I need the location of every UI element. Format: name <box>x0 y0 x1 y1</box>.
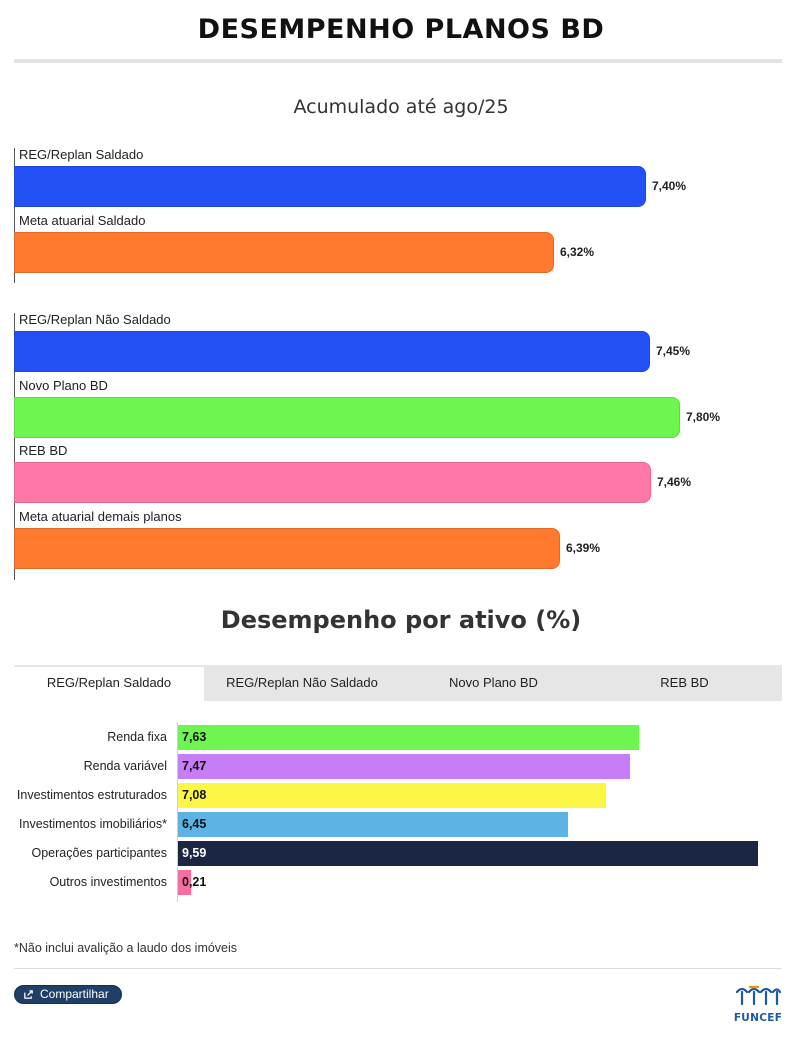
footnote: *Não inclui avalição a laudo dos imóveis <box>14 941 238 955</box>
asset-label-outros-investimentos: Outros investimentos <box>49 875 167 889</box>
share-icon <box>24 990 33 999</box>
accumulated-value-reg-replan-nao-saldado: 7,45% <box>656 344 691 358</box>
accumulated-bar-reg-replan-saldado <box>14 166 646 207</box>
funcef-logo-text: FUNCEF <box>733 1012 783 1024</box>
asset-bar-renda-variavel <box>178 754 630 779</box>
accumulated-value-reb-bd: 7,46% <box>657 475 692 490</box>
accumulated-label-reg-replan-nao-saldado: REG/Replan Não Saldado <box>19 312 171 327</box>
accumulated-bar-meta-atuarial-saldado <box>14 231 554 273</box>
plan-tabs: REG/Replan Saldado REG/Replan Não Saldad… <box>14 665 782 701</box>
tab-novo-plano-bd[interactable]: Novo Plano BD <box>449 675 538 690</box>
tab-reg-replan-nao-saldado[interactable]: REG/Replan Não Saldado <box>226 675 378 690</box>
accumulated-label-reg-replan-saldado: REG/Replan Saldado <box>19 147 144 162</box>
asset-value-operacoes-participantes: 9,59 <box>182 846 207 860</box>
tab-reg-replan-saldado[interactable]: REG/Replan Saldado <box>14 665 204 701</box>
asset-bar-outros-investimentos <box>178 870 191 895</box>
asset-value-renda-variavel: 7,47 <box>182 759 207 773</box>
funcef-logo-icon <box>735 985 782 1006</box>
tab-reb-bd[interactable]: REB BD <box>660 675 709 690</box>
asset-label-investimentos-imobiliarios: Investimentos imobiliários* <box>19 817 167 831</box>
share-button[interactable]: Compartilhar <box>14 985 122 1004</box>
asset-bar-investimentos-estruturados <box>178 783 606 808</box>
accumulated-subtitle: Acumulado até ago/25 <box>293 96 509 118</box>
accumulated-axis-line <box>14 148 15 283</box>
accumulated-value-meta-atuarial-demais-planos: 6,39% <box>566 541 601 556</box>
accumulated-bar-meta-atuarial-demais-planos <box>14 528 560 570</box>
accumulated-bar-reg-replan-nao-saldado <box>14 331 650 372</box>
page-title: DESEMPENHO PLANOS BD <box>197 14 605 45</box>
accumulated-label-reb-bd: REB BD <box>19 443 68 459</box>
accumulated-value-meta-atuarial-saldado: 6,32% <box>560 244 595 259</box>
accumulated-label-novo-plano-bd: Novo Plano BD <box>19 377 108 393</box>
funcef-logo: FUNCEF <box>733 984 783 1024</box>
accumulated-label-meta-atuarial-demais-planos: Meta atuarial demais planos <box>19 509 182 525</box>
asset-label-renda-variavel: Renda variável <box>83 759 167 773</box>
title-divider <box>14 59 782 63</box>
asset-value-investimentos-imobiliarios: 6,45 <box>182 817 207 831</box>
accumulated-bar-novo-plano-bd <box>14 396 680 438</box>
asset-label-operacoes-participantes: Operações participantes <box>31 846 168 860</box>
asset-label-investimentos-estruturados: Investimentos estruturados <box>16 788 167 802</box>
accumulated-label-meta-atuarial-saldado: Meta atuarial Saldado <box>19 212 146 228</box>
asset-bar-investimentos-imobiliarios <box>178 812 568 837</box>
accumulated-value-novo-plano-bd: 7,80% <box>686 409 721 424</box>
asset-value-investimentos-estruturados: 7,08 <box>182 788 207 802</box>
asset-value-outros-investimentos: 0,21 <box>182 875 207 889</box>
accumulated-axis-line <box>14 313 15 580</box>
footer-divider <box>14 968 782 969</box>
asset-label-renda-fixa: Renda fixa <box>107 730 167 744</box>
asset-bar-operacoes-participantes <box>178 841 758 866</box>
accumulated-value-reg-replan-saldado: 7,40% <box>652 179 687 193</box>
accumulated-bar-reb-bd <box>14 462 651 504</box>
assets-axis <box>177 722 178 902</box>
share-button-label: Compartilhar <box>40 987 109 1001</box>
asset-value-renda-fixa: 7,63 <box>182 730 207 744</box>
assets-section-title: Desempenho por ativo (%) <box>220 606 582 634</box>
asset-bar-renda-fixa <box>178 725 639 750</box>
